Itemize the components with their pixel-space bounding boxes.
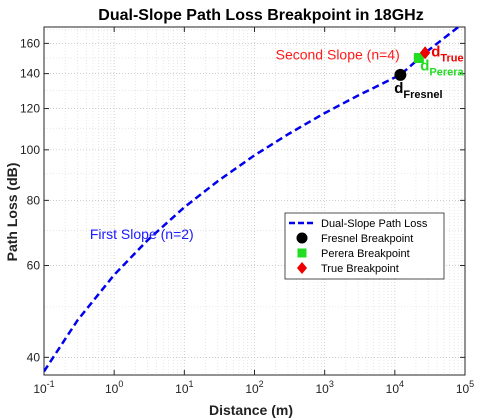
y-tick-label: 140 [20, 67, 40, 81]
x-tick-label: 105 [456, 379, 474, 396]
x-tick-exponent: 2 [259, 379, 264, 389]
legend-entry-dual-slope: Dual-Slope Path Loss [321, 218, 428, 230]
x-tick-label: 102 [245, 379, 263, 396]
x-tick-label: 103 [315, 379, 333, 396]
y-tick-label: 80 [27, 193, 41, 207]
legend-box [284, 212, 445, 280]
y-axis-label: Path Loss (dB) [4, 163, 20, 262]
first-slope-label: First Slope (n=2) [90, 226, 194, 242]
y-tick-label: 60 [27, 259, 41, 273]
legend: Dual-Slope Path Loss Fresnel Breakpoint Pe… [284, 212, 445, 280]
chart-title: Dual-Slope Path Loss Breakpoint in 18GHz [98, 7, 423, 24]
d-fresnel-label: dFresnel [394, 80, 442, 101]
x-tick-exponent: 4 [399, 379, 404, 389]
legend-entry-true: True Breakpoint [321, 263, 399, 275]
series-group [44, 27, 461, 373]
y-tick-label: 100 [20, 143, 40, 157]
x-tick-base: 10 [245, 382, 259, 396]
y-tick-label: 120 [20, 102, 40, 116]
x-tick-exponent: 0 [118, 379, 123, 389]
legend-entry-perera: Perera Breakpoint [321, 248, 410, 260]
x-tick-exponent: 3 [329, 379, 334, 389]
x-tick-base: 10 [386, 382, 400, 396]
x-tick-label: 10-1 [33, 379, 54, 396]
annotation-subscript: Perera [429, 66, 464, 78]
fresnel-breakpoint-marker [394, 68, 407, 81]
d-perera-label: dPerera [420, 57, 464, 78]
x-tick-exponent: -1 [47, 379, 55, 389]
x-tick-label: 100 [105, 379, 123, 396]
perera-breakpoint-marker [413, 52, 424, 63]
d-true-label: dTrue [431, 43, 463, 64]
y-tick-label: 160 [20, 36, 40, 50]
x-tick-base: 10 [175, 382, 189, 396]
legend-entry-perera-icon [297, 248, 307, 258]
second-slope-label: Second Slope (n=4) [276, 47, 400, 63]
true-breakpoint-marker [419, 46, 431, 60]
legend-marker-diamond [297, 262, 307, 274]
x-tick-exponent: 1 [189, 379, 194, 389]
legend-marker-circle [296, 232, 308, 244]
annotation-main: d [420, 57, 429, 74]
x-tick-base: 10 [315, 382, 329, 396]
legend-entry-fresnel: Fresnel Breakpoint [321, 233, 413, 245]
annotation-main: d [431, 43, 440, 60]
dual-slope-path-loss-line [44, 27, 461, 373]
annotation-subscript: True [440, 52, 463, 64]
plot-area: 10-1 100 101 102 103 104 105406080100120140160… [20, 26, 474, 396]
annotation-main: d [394, 80, 403, 97]
x-tick-exponent: 5 [469, 379, 474, 389]
x-tick-label: 104 [386, 379, 404, 396]
x-tick-base: 10 [105, 382, 119, 396]
x-axis-label: Distance (m) [209, 402, 293, 418]
legend-marker-square [297, 248, 307, 258]
x-tick-base: 10 [456, 382, 470, 396]
legend-entry-true-icon [297, 262, 307, 274]
x-tick-label: 101 [175, 379, 193, 396]
legend-entry-fresnel-icon [296, 232, 308, 244]
x-tick-base: 10 [33, 382, 47, 396]
annotation-subscript: Fresnel [403, 89, 442, 101]
y-tick-label: 40 [27, 350, 41, 364]
